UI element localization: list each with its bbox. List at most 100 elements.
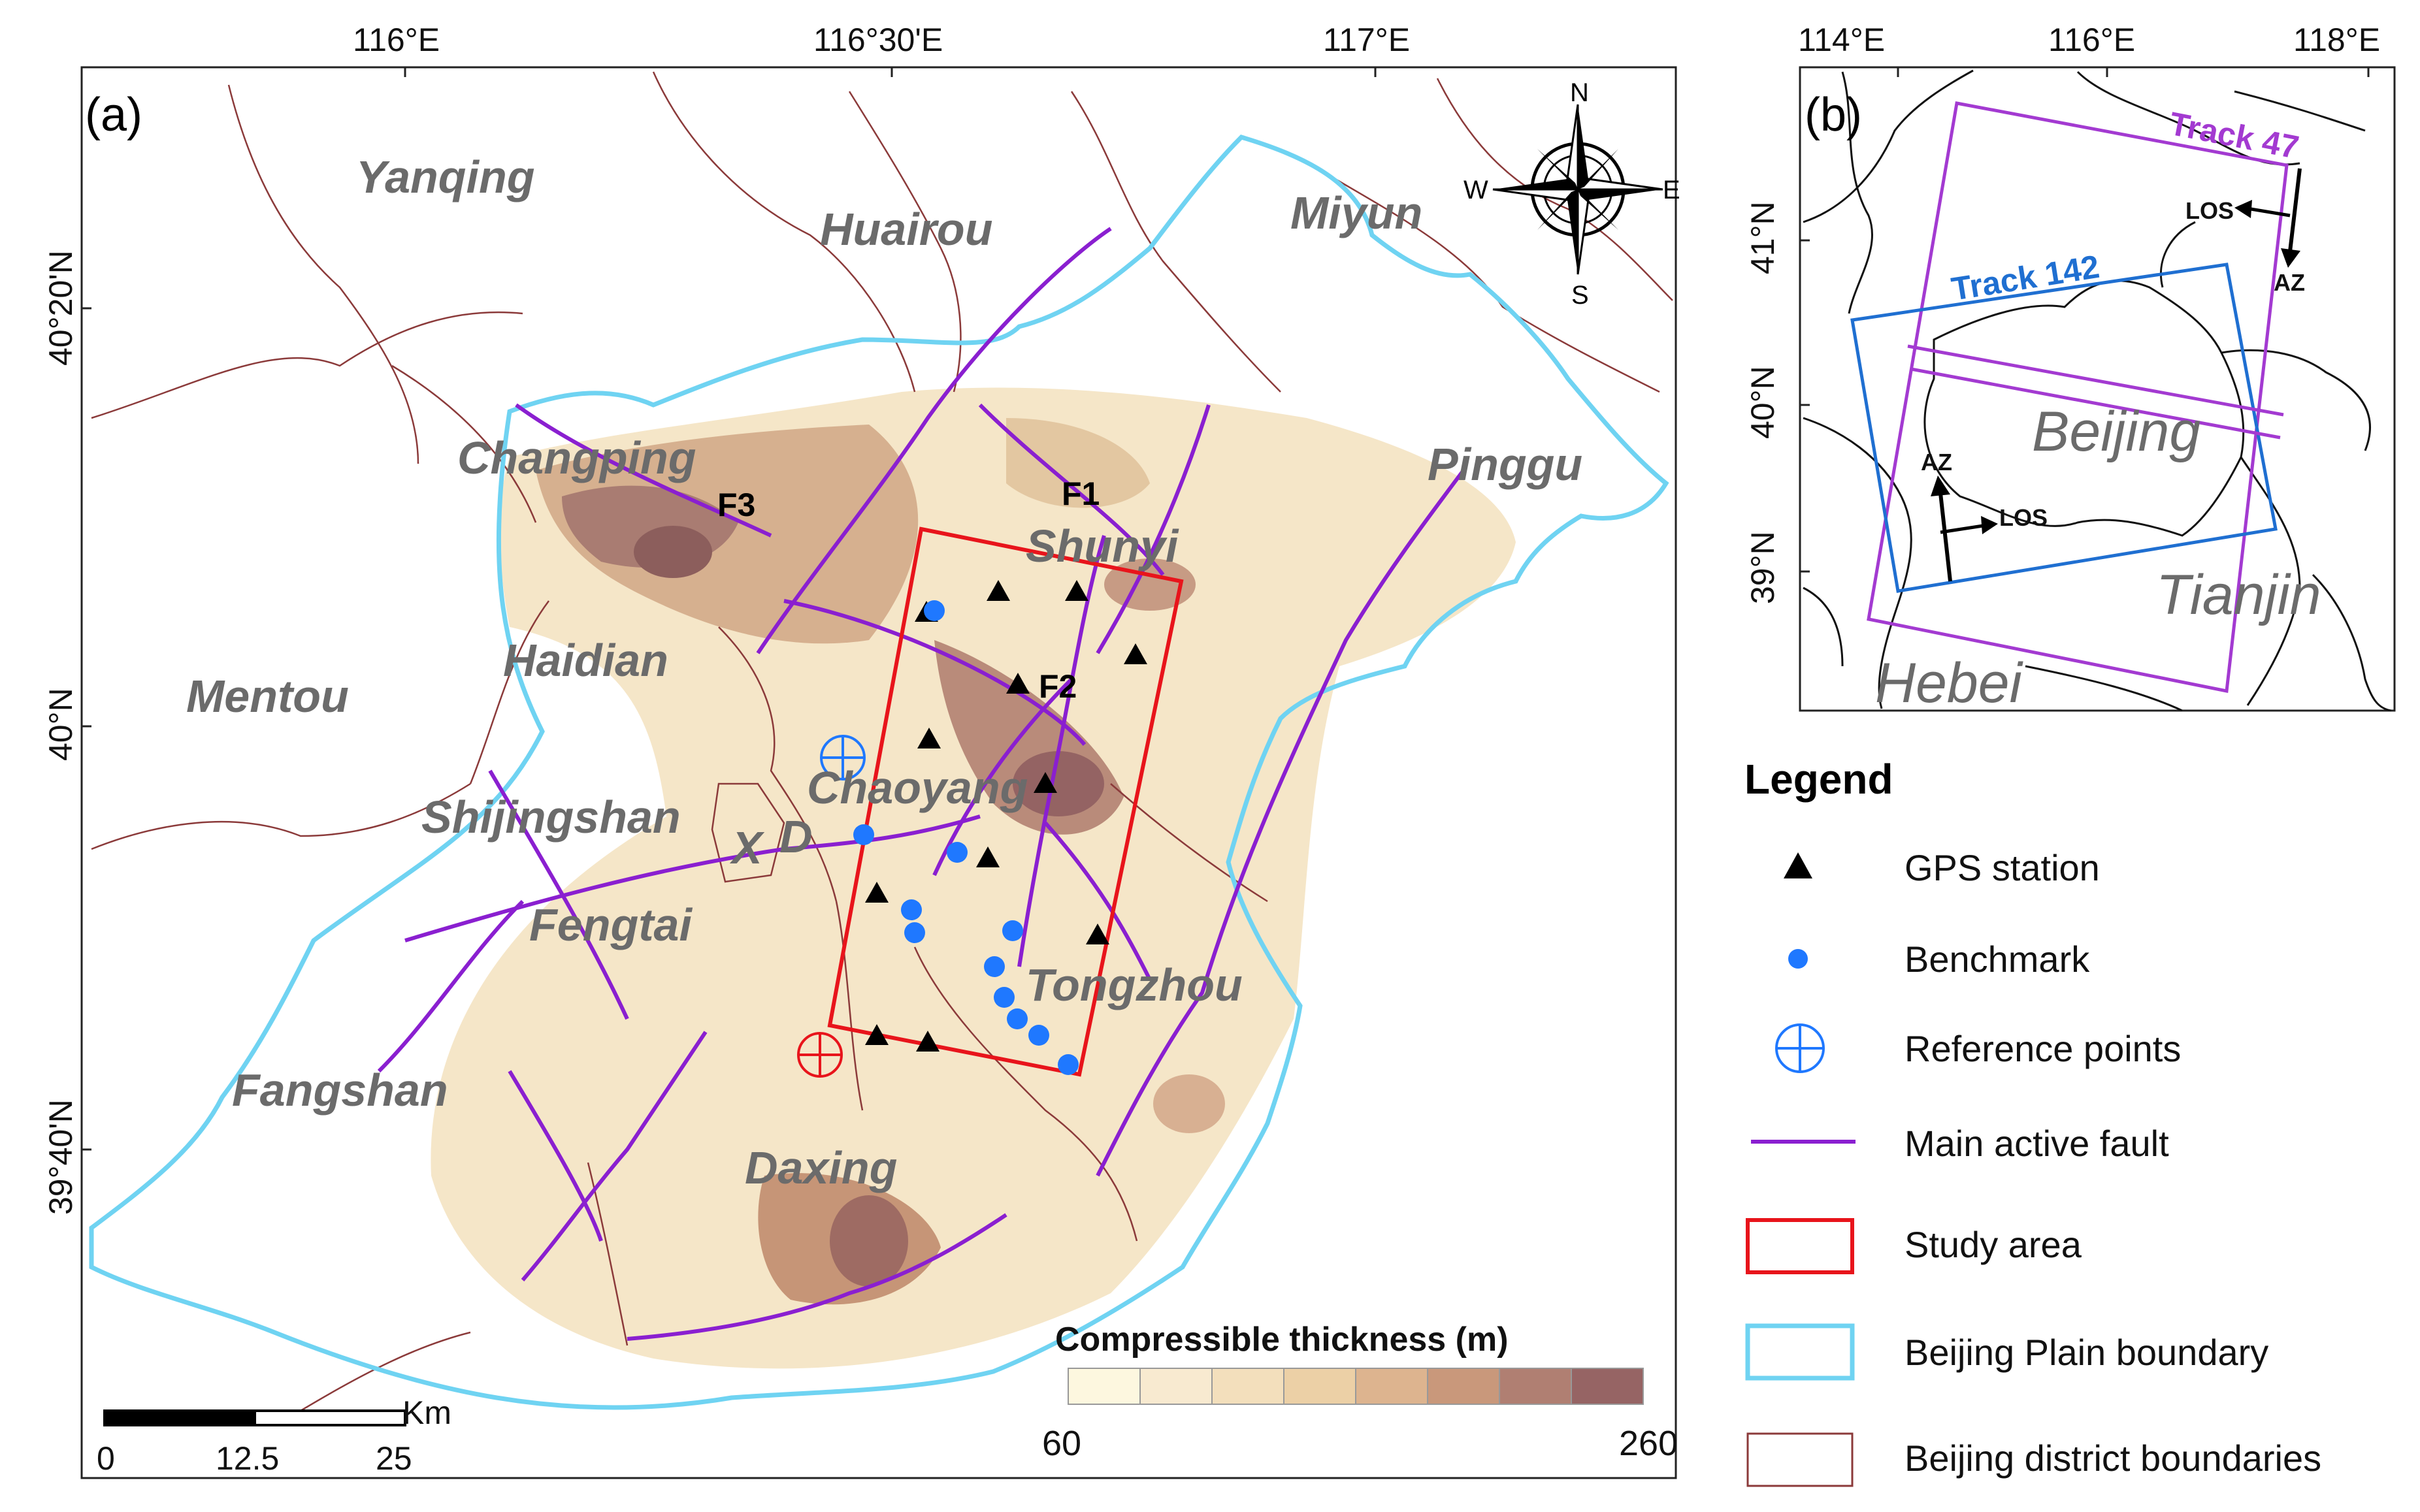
legend: Legend GPS station Benchmark Reference p… bbox=[1744, 756, 2321, 1487]
district-mentou: Mentou bbox=[186, 671, 349, 722]
district-x: X bbox=[729, 822, 765, 873]
district-fengtai: Fengtai bbox=[529, 899, 693, 950]
district-fangshan: Fangshan bbox=[232, 1065, 448, 1116]
benchmark bbox=[984, 956, 1005, 977]
track-142-footprint bbox=[1850, 263, 2278, 593]
benchmark bbox=[924, 600, 945, 621]
legend-benchmark-icon bbox=[1788, 949, 1808, 969]
colorbar: Compressible thickness (m) 60 260 bbox=[1042, 1321, 1678, 1463]
benchmarks bbox=[853, 600, 1079, 1075]
legend-title: Legend bbox=[1744, 756, 1893, 803]
colorbar-max: 260 bbox=[1619, 1424, 1678, 1463]
legend-plain-boundary: Beijing Plain boundary bbox=[1905, 1332, 2268, 1373]
b-lat-tick-39: 39°N bbox=[1744, 531, 1781, 604]
legend-main-active-fault: Main active fault bbox=[1905, 1123, 2169, 1164]
fault-label-f2: F2 bbox=[1039, 668, 1077, 705]
lon-tick-116-30: 116°30'E bbox=[813, 22, 943, 58]
legend-district-boundary-icon bbox=[1746, 1432, 1854, 1487]
lat-tick-40: 40°N bbox=[42, 688, 79, 761]
scale-tick-0: 0 bbox=[97, 1440, 115, 1477]
colorbar-cell bbox=[1427, 1368, 1500, 1405]
colorbar-min: 60 bbox=[1042, 1424, 1081, 1463]
gps-station bbox=[1006, 673, 1030, 694]
fault-label-f1: F1 bbox=[1062, 475, 1100, 512]
track-47-stripe-2 bbox=[1910, 367, 2281, 440]
scale-bar: Km 0 12.5 25 bbox=[97, 1394, 451, 1477]
track-47-footprint bbox=[1867, 101, 2289, 693]
colorbar-cell bbox=[1139, 1368, 1213, 1405]
panel-b-axis-ticks bbox=[1800, 67, 2370, 573]
b-lat-tick-41: 41°N bbox=[1744, 201, 1781, 274]
gps-stations bbox=[865, 580, 1147, 1052]
benchmark bbox=[994, 987, 1015, 1008]
region-tianjin: Tianjin bbox=[2156, 564, 2321, 626]
lon-tick-117: 117°E bbox=[1323, 22, 1410, 58]
b-lon-tick-114: 114°E bbox=[1798, 22, 1885, 58]
colorbar-cells bbox=[1068, 1368, 1644, 1405]
gps-station bbox=[1124, 643, 1147, 664]
fault-labels: F1 F2 F3 bbox=[717, 475, 1100, 705]
gps-station bbox=[916, 1031, 940, 1052]
scale-tick-25: 25 bbox=[376, 1440, 412, 1477]
compass-s: S bbox=[1571, 281, 1589, 310]
region-hebei: Hebei bbox=[1875, 652, 2024, 715]
study-area bbox=[827, 526, 1184, 1077]
b-lon-tick-118: 118°E bbox=[2293, 22, 2380, 58]
benchmark bbox=[853, 824, 874, 845]
district-huairou: Huairou bbox=[820, 204, 992, 255]
district-yanqing: Yanqing bbox=[356, 152, 535, 202]
lon-tick-116: 116°E bbox=[353, 22, 440, 58]
reference-point-blue bbox=[820, 735, 866, 780]
scale-tick-12-5: 12.5 bbox=[216, 1440, 279, 1477]
district-chaoyang: Chaoyang bbox=[807, 762, 1028, 813]
colorbar-title: Compressible thickness (m) bbox=[1055, 1321, 1509, 1359]
district-tongzhou: Tongzhou bbox=[1026, 959, 1243, 1010]
legend-district-boundaries: Beijing district boundaries bbox=[1905, 1438, 2321, 1479]
colorbar-cell bbox=[1571, 1368, 1644, 1405]
district-changping: Changping bbox=[457, 432, 696, 483]
legend-reference-points: Reference points bbox=[1905, 1028, 2181, 1069]
b-lat-tick-40: 40°N bbox=[1744, 366, 1781, 439]
track-47-stripe bbox=[1907, 344, 2284, 417]
legend-study-area: Study area bbox=[1905, 1224, 2082, 1265]
district-d: D bbox=[779, 811, 813, 862]
colorbar-cell bbox=[1068, 1368, 1141, 1405]
district-haidian: Haidian bbox=[503, 635, 668, 686]
benchmark bbox=[1028, 1025, 1049, 1046]
b-lon-tick-116: 116°E bbox=[2048, 22, 2135, 58]
scale-unit: Km bbox=[402, 1394, 451, 1431]
reference-point-red bbox=[797, 1032, 843, 1078]
district-shunyi: Shunyi bbox=[1026, 521, 1179, 571]
district-daxing: Daxing bbox=[745, 1142, 897, 1193]
track-142-los: LOS bbox=[1999, 504, 2048, 531]
benchmark bbox=[947, 842, 968, 863]
gps-station bbox=[976, 846, 1000, 867]
compass-w: W bbox=[1463, 176, 1488, 204]
panel-a-label: (a) bbox=[85, 89, 142, 141]
district-shijingshan: Shijingshan bbox=[421, 792, 681, 843]
benchmark bbox=[1058, 1054, 1079, 1075]
active-faults bbox=[377, 227, 1465, 1341]
benchmark bbox=[1007, 1008, 1028, 1029]
colorbar-cell bbox=[1283, 1368, 1356, 1405]
panel-a-axis-ticks bbox=[82, 67, 1377, 1151]
gps-station bbox=[1065, 580, 1088, 601]
district-labels: Yanqing Huairou Miyun Changping Pinggu S… bbox=[186, 152, 1582, 1193]
track-47-az: AZ bbox=[2274, 269, 2305, 296]
province-boundaries bbox=[1803, 69, 2392, 712]
thickness-field bbox=[431, 387, 1516, 1369]
benchmark bbox=[1002, 920, 1023, 941]
gps-station bbox=[1034, 772, 1057, 793]
lat-tick-39-40: 39°40'N bbox=[42, 1099, 79, 1215]
benchmark bbox=[901, 899, 922, 920]
region-beijing: Beijing bbox=[2032, 400, 2200, 463]
legend-plain-boundary-icon bbox=[1745, 1323, 1855, 1381]
gps-station bbox=[987, 580, 1010, 601]
track-142-az: AZ bbox=[1921, 449, 1952, 475]
panel-a: Yanqing Huairou Miyun Changping Pinggu S… bbox=[42, 22, 1680, 1479]
compass-icon: N S E W bbox=[1463, 78, 1680, 310]
legend-benchmark: Benchmark bbox=[1905, 939, 2090, 980]
panel-b: LOS AZ AZ LOS Beijing Tianjin Hebei Trac… bbox=[1744, 22, 2396, 715]
gps-station bbox=[917, 728, 941, 748]
